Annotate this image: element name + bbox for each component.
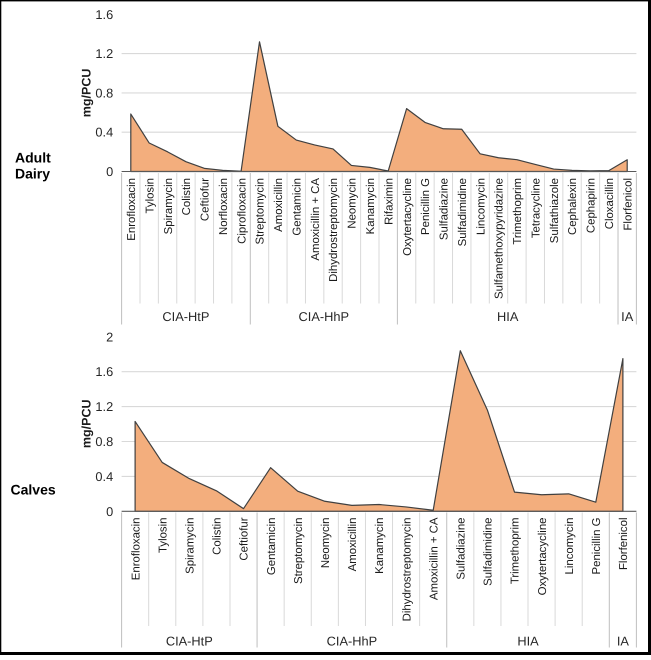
svg-text:Adult: Adult: [15, 150, 51, 166]
svg-text:Cephalexin: Cephalexin: [567, 178, 579, 235]
svg-text:Sulfathiazole: Sulfathiazole: [549, 178, 561, 243]
svg-text:Kanamycin: Kanamycin: [374, 518, 386, 574]
svg-text:Sulfadimidine: Sulfadimidine: [483, 518, 495, 586]
svg-text:CIA-HhP: CIA-HhP: [299, 309, 350, 324]
svg-text:Kanamycin: Kanamycin: [365, 178, 377, 234]
svg-text:mg/PCU: mg/PCU: [80, 399, 94, 448]
svg-text:0.8: 0.8: [95, 434, 113, 449]
svg-text:Gentamicin: Gentamicin: [292, 178, 304, 236]
svg-text:0: 0: [106, 164, 113, 179]
svg-text:2: 2: [106, 329, 113, 344]
svg-text:Oxytertacycline: Oxytertacycline: [402, 178, 414, 256]
svg-text:Tylosin: Tylosin: [157, 518, 169, 553]
svg-text:Spiramycin: Spiramycin: [163, 178, 175, 234]
svg-text:Florfenicol: Florfenicol: [618, 518, 630, 571]
svg-text:Dihydrostreptomycin: Dihydrostreptomycin: [401, 518, 413, 622]
svg-text:HIA: HIA: [497, 309, 519, 324]
svg-text:Trimethoprim: Trimethoprim: [510, 518, 522, 585]
svg-text:Trimethoprim: Trimethoprim: [512, 178, 524, 245]
svg-text:Streptomycin: Streptomycin: [255, 178, 267, 244]
svg-text:Tylosin: Tylosin: [144, 178, 156, 213]
svg-text:CIA-HtP: CIA-HtP: [166, 634, 213, 649]
svg-text:Tetracycline: Tetracycline: [531, 178, 543, 238]
svg-text:Colistin: Colistin: [212, 518, 224, 555]
svg-text:Norfloxacin: Norfloxacin: [218, 178, 230, 235]
svg-text:0.4: 0.4: [95, 125, 113, 140]
svg-text:Ceftiofur: Ceftiofur: [200, 178, 212, 221]
svg-text:Cephapirin: Cephapirin: [586, 178, 598, 233]
svg-text:Sulfadimidine: Sulfadimidine: [457, 178, 469, 246]
svg-text:Sulfadiazine: Sulfadiazine: [439, 178, 451, 240]
svg-text:1.6: 1.6: [95, 364, 113, 379]
svg-text:Amoxicillin + CA: Amoxicillin + CA: [428, 517, 440, 600]
svg-text:1.2: 1.2: [95, 399, 113, 414]
svg-text:0.8: 0.8: [95, 85, 113, 100]
svg-text:Enrofloxacin: Enrofloxacin: [130, 518, 142, 581]
svg-text:Penicillin G: Penicillin G: [591, 517, 603, 574]
svg-text:Lincomycin: Lincomycin: [475, 178, 487, 235]
svg-text:Streptomycin: Streptomycin: [293, 518, 305, 584]
svg-text:1.6: 1.6: [95, 7, 113, 22]
svg-text:HIA: HIA: [517, 634, 539, 649]
svg-text:Ceftiofur: Ceftiofur: [239, 517, 251, 560]
svg-text:Dairy: Dairy: [15, 166, 50, 182]
svg-text:IA: IA: [617, 634, 630, 649]
svg-text:Cloxacillin: Cloxacillin: [604, 178, 616, 229]
svg-text:Sulfadiazine: Sulfadiazine: [456, 518, 468, 580]
svg-text:Oxytertacycline: Oxytertacycline: [537, 518, 549, 596]
svg-text:Neomycin: Neomycin: [320, 518, 332, 569]
svg-text:0.4: 0.4: [95, 469, 113, 484]
svg-text:Neomycin: Neomycin: [347, 178, 359, 229]
svg-text:Lincomycin: Lincomycin: [564, 518, 576, 575]
svg-text:Penicillin G: Penicillin G: [420, 178, 432, 235]
svg-text:1.2: 1.2: [95, 46, 113, 61]
svg-text:Amoxicillin: Amoxicillin: [347, 518, 359, 572]
svg-text:Gentamicin: Gentamicin: [266, 518, 278, 576]
svg-text:Colistin: Colistin: [181, 178, 193, 215]
svg-text:IA: IA: [621, 309, 634, 324]
svg-text:Rifaximin: Rifaximin: [383, 178, 395, 225]
svg-text:0: 0: [106, 504, 113, 519]
svg-text:CIA-HtP: CIA-HtP: [162, 309, 209, 324]
svg-text:Florfenicol: Florfenicol: [622, 178, 634, 231]
svg-text:Enrofloxacin: Enrofloxacin: [126, 178, 138, 241]
svg-text:Amoxicillin + CA: Amoxicillin + CA: [310, 178, 322, 261]
svg-text:Amoxicillin: Amoxicillin: [273, 178, 285, 232]
svg-text:Spiramycin: Spiramycin: [185, 518, 197, 574]
svg-text:Calves: Calves: [11, 482, 56, 498]
svg-text:CIA-HhP: CIA-HhP: [327, 634, 378, 649]
svg-text:mg/PCU: mg/PCU: [80, 69, 94, 118]
svg-text:Ciprofloxacin: Ciprofloxacin: [236, 178, 248, 244]
svg-text:Sulfamethoxypyridazine: Sulfamethoxypyridazine: [494, 178, 506, 299]
svg-text:Dihydrostreptomycin: Dihydrostreptomycin: [328, 178, 340, 282]
